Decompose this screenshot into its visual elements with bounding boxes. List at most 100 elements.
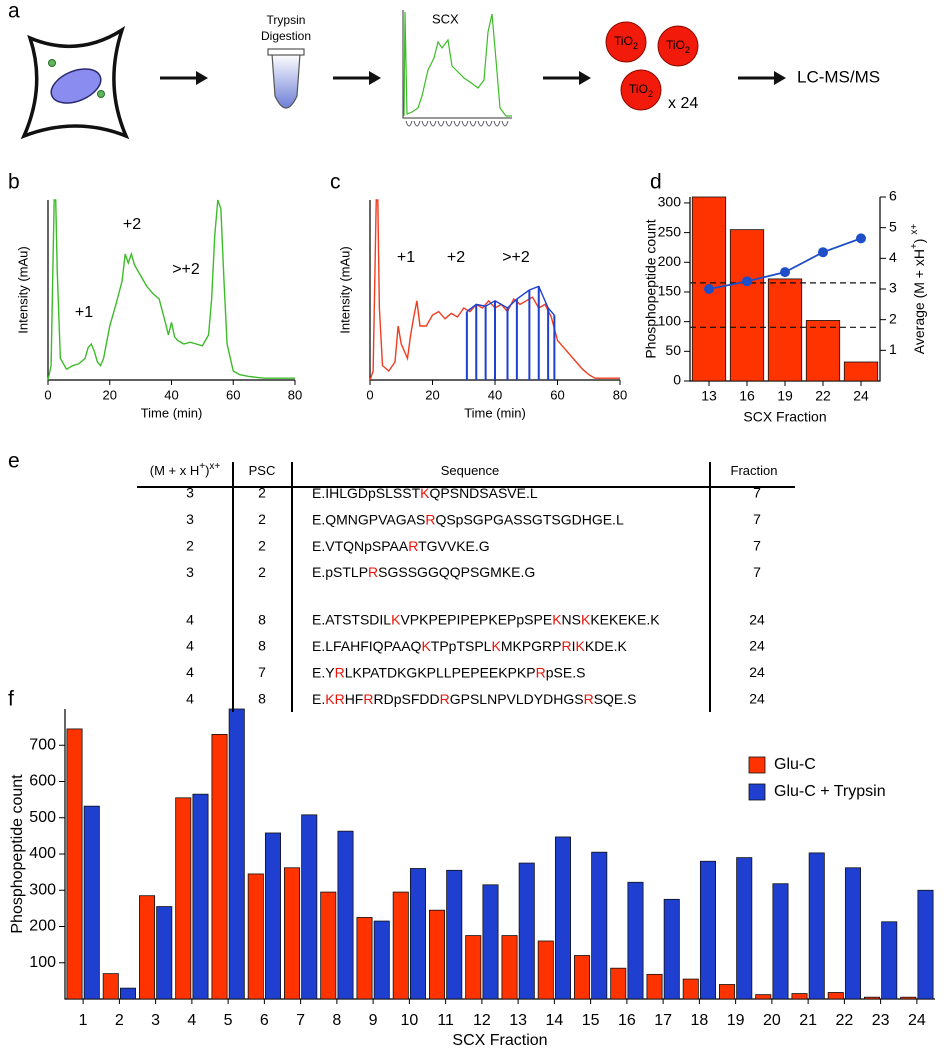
cell-sequence: E.KRHFRRDpSFDDRGPSLNPVLDYDHGSRSQE.S [312, 691, 636, 707]
bar [844, 867, 862, 1000]
cell-sequence: E.pSTLPRSGSSGGQQPSGMKE.G [312, 564, 535, 580]
column-header-part: + [199, 461, 205, 472]
cell-sequence-part: pSE.S [546, 664, 586, 680]
cell-sequence-part: R [425, 511, 435, 527]
x-axis-label: SCX Fraction [452, 1032, 547, 1049]
annotation: >+2 [172, 261, 200, 278]
x-tick-label: 23 [872, 1012, 890, 1029]
x-tick-label: 8 [332, 1012, 341, 1029]
x-tick-label: 16 [618, 1012, 636, 1029]
cell-sequence-part: E.IHLGDpSLSST [312, 485, 421, 501]
y-axis-label: Intensity (mAu) [15, 246, 30, 333]
cell-fraction: 24 [749, 664, 765, 680]
step-label: Digestion [261, 29, 311, 43]
bar [881, 921, 898, 1000]
cell-fraction: 7 [753, 485, 761, 501]
annotation: +1 [75, 304, 93, 321]
bar [736, 857, 753, 1000]
cell-sequence-part: SGSSGGQQPSGMKE.G [378, 564, 535, 580]
bar [156, 906, 173, 1000]
bar [646, 973, 663, 1000]
cell-sequence-part: R [368, 564, 378, 580]
cell [20, 25, 130, 140]
column-header: (M + x H+)x+ [150, 461, 221, 478]
panel-label: d [650, 171, 662, 194]
cell-sequence-part: E.pSTLP [312, 564, 368, 580]
bar [699, 860, 717, 1000]
multiplier: x 24 [668, 95, 698, 112]
cell-fraction: 24 [749, 611, 765, 627]
y-tick-label: 300 [658, 194, 682, 210]
cell-sequence-part: KDE.K [585, 638, 628, 654]
y-tick-label: 100 [29, 954, 56, 971]
cell-fraction: 24 [749, 638, 765, 654]
bar [682, 978, 699, 1000]
average-point [704, 284, 714, 294]
x-tick-label: 7 [296, 1012, 305, 1029]
x-tick-label: 0 [366, 387, 373, 402]
axis-line [47, 200, 295, 381]
cell-sequence-part: R [335, 664, 345, 680]
y-tick-label: 150 [658, 283, 682, 299]
bar [192, 793, 209, 1000]
panel-label: b [8, 171, 20, 194]
legend-swatch [748, 783, 766, 801]
cell-charge: 3 [186, 485, 194, 501]
cell-sequence: E.QMNGPVAGASRQSpSGPGASSGTSGDHGE.L [312, 511, 624, 527]
cell-sequence-part: R [408, 538, 418, 554]
bar [772, 883, 789, 1000]
cell-psc: 2 [258, 511, 266, 527]
x-tick-label: 6 [260, 1012, 269, 1029]
bar [808, 852, 825, 1000]
legend-swatch [748, 756, 766, 774]
tube [267, 48, 305, 109]
y-tick-label: 200 [29, 918, 56, 935]
bar [864, 996, 881, 1000]
column-header-part: ) [205, 463, 209, 478]
x-tick-label: 14 [545, 1012, 563, 1029]
y2-axis-label-part: + [909, 243, 920, 249]
annotation: +1 [397, 249, 415, 266]
average-point [780, 267, 790, 278]
annotation: +2 [447, 249, 465, 266]
cell-sequence-part: SQE.S [594, 691, 637, 707]
column-header-part: PSC [249, 463, 276, 478]
x-tick-label: 20 [103, 387, 117, 402]
y2-tick-label: 5 [889, 218, 897, 234]
panel-label: e [8, 450, 20, 473]
cell-sequence: E.VTQNpSPAARTGVVKE.G [312, 538, 490, 554]
bar [392, 891, 409, 1000]
x-tick-label: 19 [777, 388, 793, 404]
axis-line [64, 709, 935, 1000]
cell-sequence-part: GPSLNPVLDYDHGS [450, 691, 584, 707]
bead-label: TiO2 [666, 38, 690, 55]
legend-label: Glu-C [774, 756, 816, 773]
x-tick-label: 3 [151, 1012, 160, 1029]
bar [518, 862, 535, 1000]
chromatogram-line [369, 199, 620, 381]
bar [228, 708, 245, 1000]
bar [66, 728, 83, 1000]
y-tick-label: 250 [658, 223, 682, 239]
y-tick-label: 400 [29, 845, 56, 862]
x-tick-label: 10 [400, 1012, 418, 1029]
cell-sequence-part: HF [345, 691, 364, 707]
bar [283, 867, 301, 1000]
bar [767, 278, 803, 382]
cell-charge: 4 [186, 611, 194, 627]
bar [900, 996, 917, 1000]
cell-psc: 2 [258, 485, 266, 501]
bar [175, 797, 192, 1000]
cell-charge: 3 [186, 564, 194, 580]
cell-psc: 8 [258, 691, 266, 707]
x-tick-label: 22 [835, 1012, 853, 1029]
y-tick-label: 50 [665, 342, 681, 358]
bar [917, 889, 934, 1000]
bar [501, 935, 518, 1000]
y2-axis-label-part: Average (M + xH [911, 249, 927, 354]
panel-label: c [330, 171, 341, 194]
bar [554, 836, 572, 1000]
y2-tick-label: 3 [889, 280, 897, 296]
x-tick-label: 16 [739, 388, 755, 404]
